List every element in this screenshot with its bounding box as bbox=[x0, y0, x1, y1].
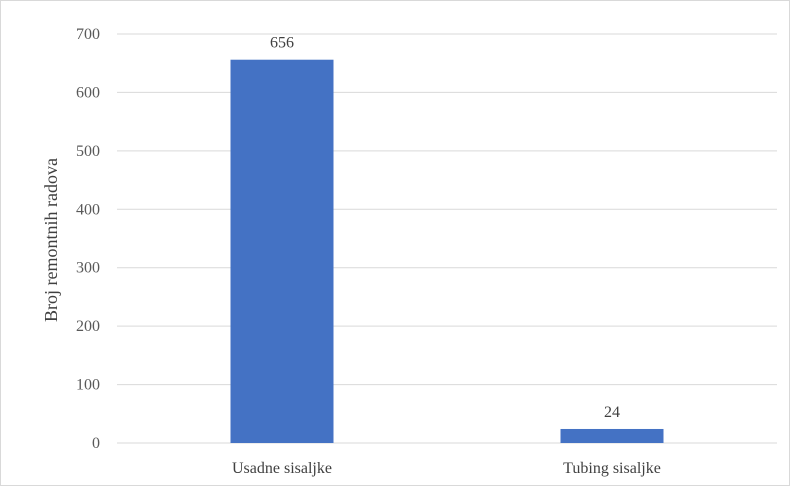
y-axis-title: Broj remontnih radova bbox=[41, 158, 61, 322]
y-tick-label: 600 bbox=[76, 84, 100, 101]
x-category-label: Usadne sisaljke bbox=[232, 460, 332, 477]
y-tick-label: 300 bbox=[76, 260, 100, 277]
x-axis-categories: Usadne sisaljke Tubing sisaljke bbox=[232, 460, 661, 477]
gridlines bbox=[117, 33, 777, 444]
data-labels: 656 24 bbox=[270, 35, 620, 421]
bar-data-label: 24 bbox=[604, 404, 620, 421]
bar bbox=[230, 59, 334, 444]
y-tick-label: 500 bbox=[76, 143, 100, 160]
y-tick-label: 100 bbox=[76, 377, 100, 394]
y-tick-label: 200 bbox=[76, 318, 100, 335]
bar bbox=[560, 428, 664, 443]
bars bbox=[230, 59, 664, 444]
y-axis-ticks: 0 100 200 300 400 500 600 700 bbox=[76, 26, 100, 452]
y-tick-label: 400 bbox=[76, 201, 100, 218]
x-category-label: Tubing sisaljke bbox=[563, 460, 661, 477]
bar-data-label: 656 bbox=[270, 35, 294, 52]
y-tick-label: 700 bbox=[76, 26, 100, 43]
y-tick-label: 0 bbox=[92, 435, 100, 452]
